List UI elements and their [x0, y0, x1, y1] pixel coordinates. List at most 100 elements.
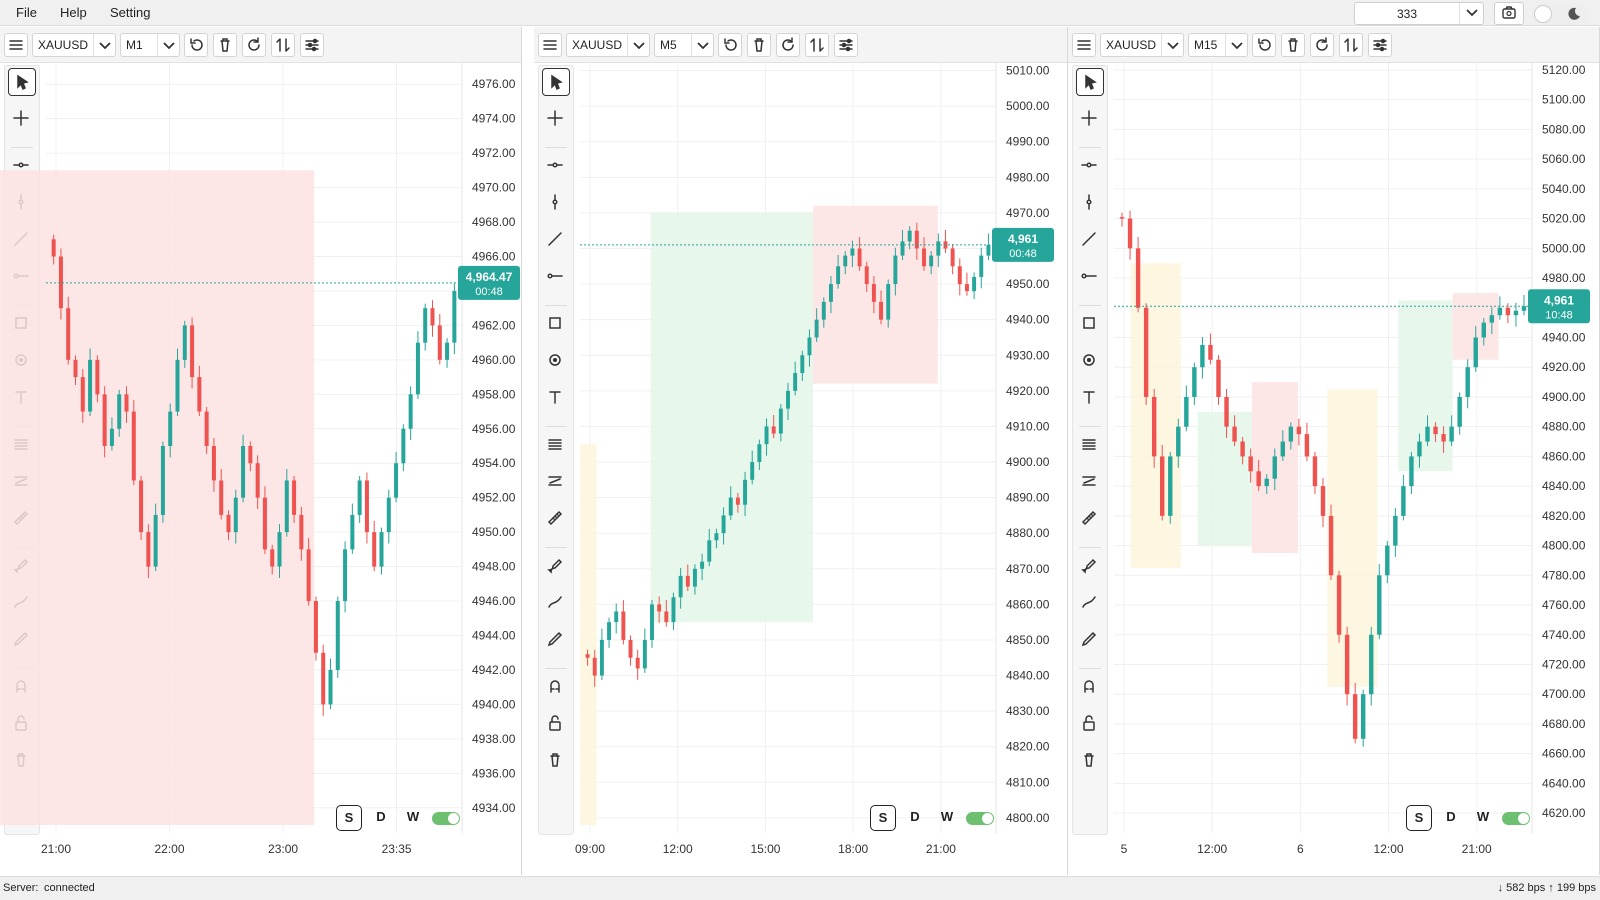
zone-box[interactable]: [580, 444, 597, 825]
zone-box[interactable]: [0, 170, 315, 825]
brush-tool[interactable]: [542, 552, 570, 580]
text-tool[interactable]: [1076, 384, 1104, 412]
ray-tool[interactable]: [1076, 263, 1104, 291]
zone-box[interactable]: [650, 212, 813, 623]
swap-button[interactable]: [805, 33, 829, 57]
trash-button[interactable]: [747, 33, 771, 57]
rectangle-tool[interactable]: [1076, 310, 1104, 338]
delete-tool[interactable]: [1076, 747, 1104, 775]
channel-tool[interactable]: [1076, 468, 1104, 496]
pen-tool[interactable]: [1076, 626, 1104, 654]
zone-box[interactable]: [1197, 411, 1252, 546]
ruler-tool[interactable]: [1076, 505, 1104, 533]
period-d-button[interactable]: D: [910, 809, 920, 824]
ray-tool[interactable]: [542, 263, 570, 291]
trendline-tool[interactable]: [1076, 226, 1104, 254]
cursor-tool[interactable]: [1076, 68, 1104, 96]
path-tool[interactable]: [542, 589, 570, 617]
circle-tool[interactable]: [1076, 347, 1104, 375]
trash-button[interactable]: [213, 33, 237, 57]
settings-button[interactable]: [300, 33, 324, 57]
hline-tool[interactable]: [8, 152, 36, 180]
chevron-down-icon[interactable]: [1161, 34, 1183, 56]
delete-tool[interactable]: [542, 747, 570, 775]
period-s-button[interactable]: S: [870, 805, 896, 831]
screenshot-button[interactable]: [1494, 2, 1524, 25]
menu-file[interactable]: File: [16, 5, 37, 20]
price-chart[interactable]: 5 12:00 6 12:00 21:00 5120.00 5100.00 5080.00 50…: [1068, 63, 1600, 873]
chevron-down-icon[interactable]: [1459, 3, 1483, 24]
path-tool[interactable]: [1076, 589, 1104, 617]
period-w-button[interactable]: W: [1476, 809, 1490, 824]
chevron-down-icon[interactable]: [1225, 34, 1247, 56]
timeframe-select[interactable]: M15: [1188, 33, 1248, 57]
chevron-down-icon[interactable]: [691, 34, 713, 56]
zone-box[interactable]: [1327, 389, 1378, 687]
refresh-button[interactable]: [1310, 33, 1334, 57]
menu-help[interactable]: Help: [60, 5, 87, 20]
trendline-tool[interactable]: [542, 226, 570, 254]
settings-button[interactable]: [1368, 33, 1392, 57]
vline-tool[interactable]: [1076, 189, 1104, 217]
divider: [545, 547, 567, 548]
fib-tool[interactable]: [542, 431, 570, 459]
chart-menu-button[interactable]: [538, 33, 562, 57]
crosshair-tool[interactable]: [542, 105, 570, 133]
period-w-button[interactable]: W: [940, 809, 954, 824]
rectangle-tool[interactable]: [542, 310, 570, 338]
vline-tool[interactable]: [542, 189, 570, 217]
cursor-tool[interactable]: [8, 68, 36, 96]
swap-button[interactable]: [271, 33, 295, 57]
chevron-down-icon[interactable]: [627, 34, 649, 56]
swap-button[interactable]: [1339, 33, 1363, 57]
chart-menu-button[interactable]: [4, 33, 28, 57]
period-d-button[interactable]: D: [1446, 809, 1456, 824]
period-s-button[interactable]: S: [1406, 805, 1432, 831]
timeframe-select[interactable]: M5: [654, 33, 714, 57]
symbol-select[interactable]: XAUUSD: [1100, 33, 1184, 57]
undo-button[interactable]: [1252, 33, 1276, 57]
price-chart[interactable]: 09:00 12:00 15:00 18:00 21:00 5010.00 5000.00 4…: [534, 63, 1068, 873]
undo-button[interactable]: [718, 33, 742, 57]
settings-button[interactable]: [834, 33, 858, 57]
magnet-tool[interactable]: [542, 673, 570, 701]
hline-tool[interactable]: [1076, 152, 1104, 180]
crosshair-tool[interactable]: [8, 105, 36, 133]
pen-tool[interactable]: [542, 626, 570, 654]
symbol-select[interactable]: XAUUSD: [566, 33, 650, 57]
magnet-tool[interactable]: [1076, 673, 1104, 701]
symbol-select[interactable]: XAUUSD: [32, 33, 116, 57]
period-toggle[interactable]: [1502, 812, 1530, 825]
cursor-tool[interactable]: [542, 68, 570, 96]
theme-toggle[interactable]: [1532, 3, 1588, 25]
fib-tool[interactable]: [1076, 431, 1104, 459]
lock-tool[interactable]: [542, 710, 570, 738]
period-toggle[interactable]: [432, 812, 460, 825]
text-icon: [1083, 391, 1095, 404]
period-w-button[interactable]: W: [406, 809, 420, 824]
lock-tool[interactable]: [1076, 710, 1104, 738]
menu-setting[interactable]: Setting: [110, 5, 151, 20]
period-d-button[interactable]: D: [376, 809, 386, 824]
channel-tool[interactable]: [542, 468, 570, 496]
chart-menu-button[interactable]: [1072, 33, 1096, 57]
circle-tool[interactable]: [542, 347, 570, 375]
text-tool[interactable]: [542, 384, 570, 412]
period-toggle[interactable]: [966, 812, 994, 825]
number-select[interactable]: 333: [1354, 2, 1484, 25]
period-s-button[interactable]: S: [336, 805, 362, 831]
brush-tool[interactable]: [1076, 552, 1104, 580]
price-tick-label: 4740.00: [1542, 628, 1586, 642]
refresh-button[interactable]: [242, 33, 266, 57]
timeframe-select[interactable]: M1: [120, 33, 180, 57]
chevron-down-icon[interactable]: [157, 34, 179, 56]
zone-box[interactable]: [1398, 300, 1453, 472]
price-chart[interactable]: 21:00 22:00 23:00 23:35 4976.00 4974.00 4972.0…: [0, 63, 522, 873]
trash-button[interactable]: [1281, 33, 1305, 57]
refresh-button[interactable]: [776, 33, 800, 57]
crosshair-tool[interactable]: [1076, 105, 1104, 133]
chevron-down-icon[interactable]: [93, 34, 115, 56]
hline-tool[interactable]: [542, 152, 570, 180]
ruler-tool[interactable]: [542, 505, 570, 533]
undo-button[interactable]: [184, 33, 208, 57]
